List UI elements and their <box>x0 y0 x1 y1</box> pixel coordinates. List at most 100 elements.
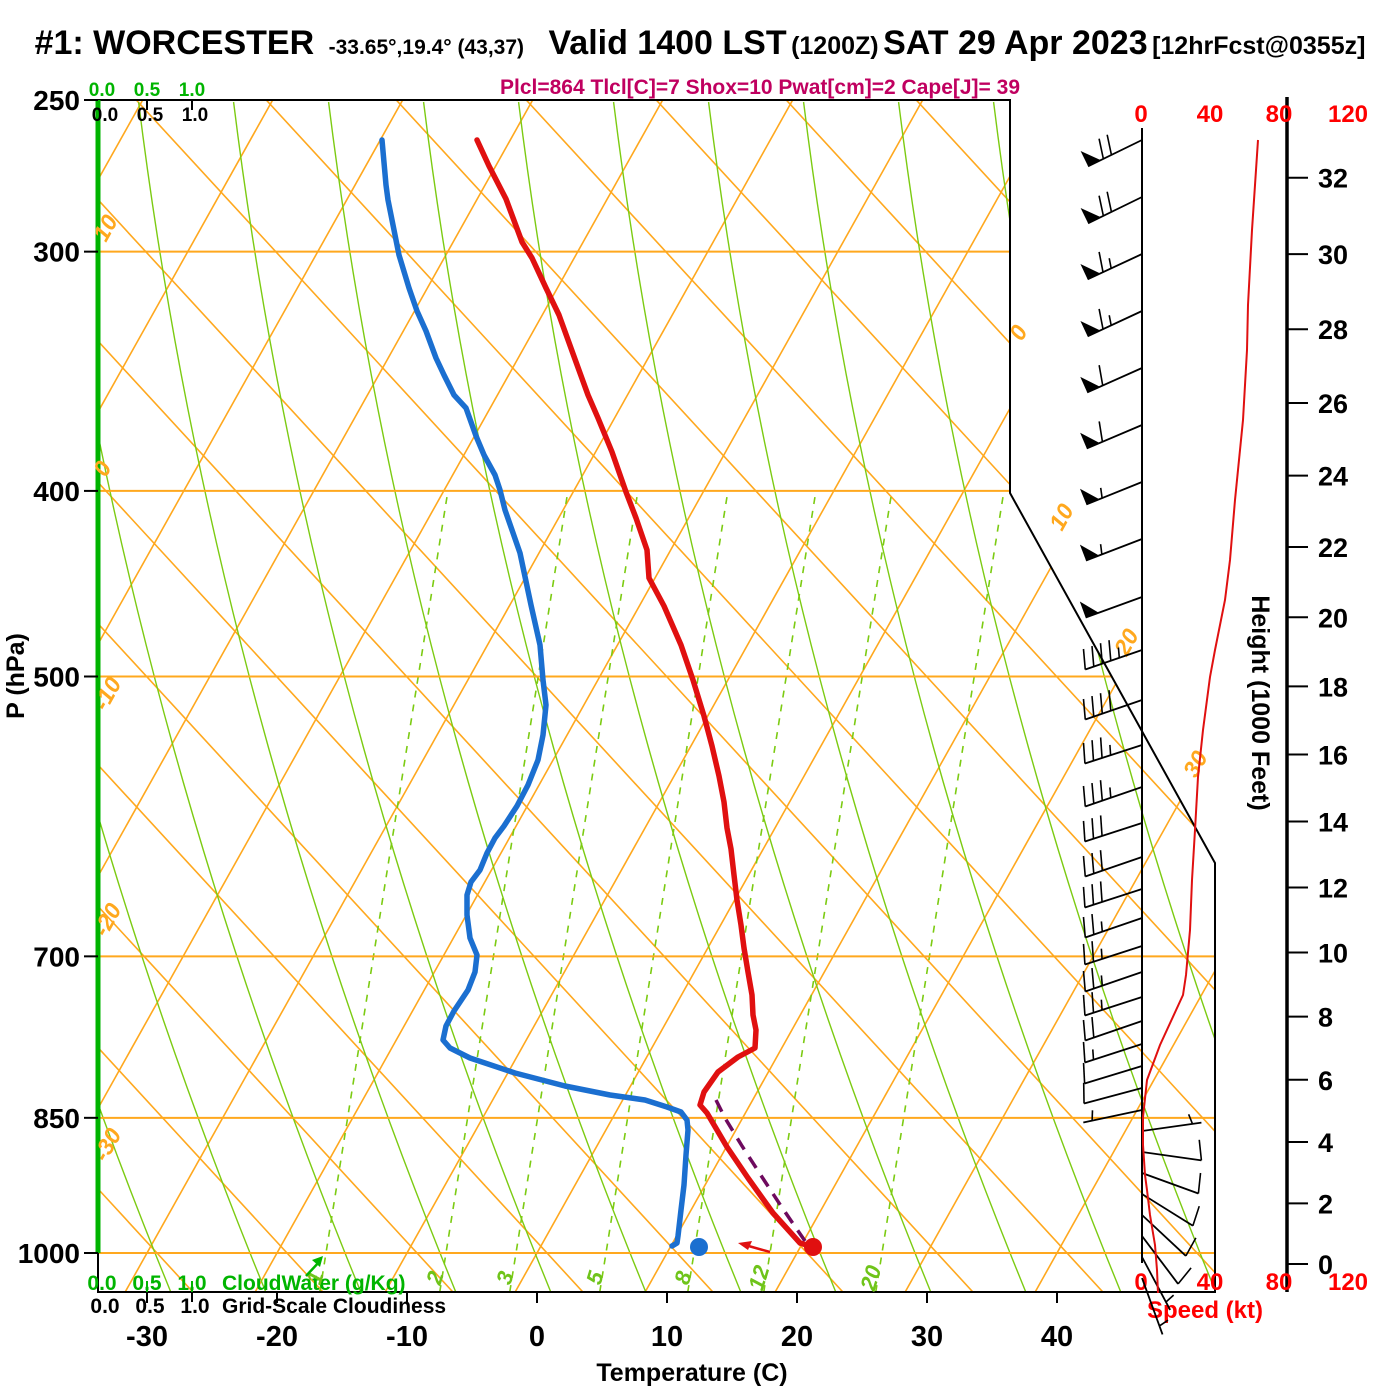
wind-barb <box>1141 1235 1192 1285</box>
svg-text:40: 40 <box>1197 101 1224 128</box>
svg-text:-10: -10 <box>88 673 127 715</box>
svg-text:20: 20 <box>1318 603 1348 633</box>
wind-barb <box>1141 1256 1175 1311</box>
wind-barb <box>1083 1109 1143 1124</box>
svg-text:Speed (kt): Speed (kt) <box>1147 1297 1263 1324</box>
svg-text:4: 4 <box>1318 1128 1333 1158</box>
svg-text:P (hPa): P (hPa) <box>2 633 30 719</box>
svg-text:80: 80 <box>1266 101 1293 128</box>
wind-barb <box>1080 308 1143 338</box>
svg-text:0.0: 0.0 <box>90 1295 119 1318</box>
svg-text:32: 32 <box>1318 164 1348 194</box>
dewpoint-curve <box>379 137 691 1249</box>
surface-temperature-dot <box>804 1238 822 1256</box>
svg-text:5: 5 <box>581 1268 609 1288</box>
svg-text:0.0: 0.0 <box>89 80 115 101</box>
svg-text:0.5: 0.5 <box>137 105 164 126</box>
wind-barb <box>1141 1139 1203 1162</box>
wind-barb <box>1082 941 1143 966</box>
svg-text:30: 30 <box>1318 240 1348 270</box>
svg-text:18: 18 <box>1318 672 1348 702</box>
surface-green-arrow <box>312 1256 323 1267</box>
svg-text:120: 120 <box>1328 101 1368 128</box>
svg-text:3: 3 <box>491 1268 518 1287</box>
parcel-path <box>714 1099 807 1242</box>
wind-barb <box>1141 1193 1201 1227</box>
sounding-curves <box>305 137 822 1277</box>
svg-text:8: 8 <box>1318 1003 1333 1033</box>
page-title: #1: WORCESTER -33.65°,19.4° (43,37) Vali… <box>0 24 1400 63</box>
svg-text:-10: -10 <box>386 1321 428 1353</box>
svg-text:20: 20 <box>855 1262 887 1294</box>
valid-zulu: (1200Z) <box>791 32 879 60</box>
wind-barb <box>1082 881 1143 909</box>
svg-text:40: 40 <box>1041 1321 1073 1353</box>
svg-text:2: 2 <box>421 1268 449 1289</box>
forecast-tag: [12hrFcst@0355z] <box>1152 32 1366 60</box>
svg-text:10: 10 <box>88 210 123 245</box>
stability-indices: Plcl=864 Tlcl[C]=7 Shox=10 Pwat[cm]=2 Ca… <box>500 76 1020 99</box>
wind-barb <box>1082 640 1143 671</box>
wind-barb-column <box>1079 128 1203 1335</box>
svg-text:0: 0 <box>88 456 117 480</box>
wind-barb <box>1080 134 1143 168</box>
svg-text:0: 0 <box>529 1321 545 1353</box>
station-coords: -33.65°,19.4° (43,37) <box>328 36 525 59</box>
svg-text:250: 250 <box>33 85 80 116</box>
temperature-curve <box>474 137 816 1250</box>
svg-text:-30: -30 <box>88 1124 127 1166</box>
svg-text:12: 12 <box>1318 874 1348 904</box>
svg-text:-30: -30 <box>126 1321 168 1353</box>
svg-text:0: 0 <box>1318 1250 1333 1280</box>
wind-barb <box>1141 1277 1169 1335</box>
wind-barb <box>1082 780 1143 808</box>
svg-text:0: 0 <box>1134 101 1147 128</box>
svg-text:30: 30 <box>911 1321 943 1353</box>
wind-barb <box>1082 1082 1143 1105</box>
svg-text:700: 700 <box>33 941 80 972</box>
svg-text:6: 6 <box>1318 1066 1333 1096</box>
svg-text:12: 12 <box>743 1262 774 1293</box>
wind-barb <box>1082 690 1143 721</box>
speed-panel <box>1142 139 1259 1294</box>
wind-barb <box>1080 421 1143 450</box>
svg-text:1000: 1000 <box>18 1238 80 1269</box>
wind-barb <box>1080 481 1143 506</box>
svg-text:2: 2 <box>1318 1189 1333 1219</box>
wind-barb <box>1082 737 1143 765</box>
svg-text:1.0: 1.0 <box>182 105 208 126</box>
svg-text:0: 0 <box>1134 1269 1147 1296</box>
wind-barb <box>1141 1114 1202 1132</box>
valid-date: SAT 29 Apr 2023 <box>883 24 1148 62</box>
svg-text:14: 14 <box>1318 808 1348 838</box>
svg-text:0.5: 0.5 <box>134 80 161 101</box>
svg-text:0.0: 0.0 <box>92 105 118 126</box>
svg-text:22: 22 <box>1318 533 1348 563</box>
svg-text:10: 10 <box>651 1321 683 1353</box>
station-name: #1: WORCESTER <box>34 24 315 62</box>
wind-barb <box>1082 992 1143 1017</box>
svg-text:500: 500 <box>33 662 80 693</box>
svg-text:26: 26 <box>1318 389 1348 419</box>
svg-text:0.0: 0.0 <box>87 1272 116 1295</box>
svg-text:20: 20 <box>781 1321 813 1353</box>
svg-text:400: 400 <box>33 476 80 507</box>
svg-text:28: 28 <box>1318 315 1348 345</box>
svg-text:40: 40 <box>1197 1269 1224 1296</box>
valid-time: Valid 1400 LST <box>548 24 787 62</box>
wind-barb <box>1141 1214 1197 1257</box>
svg-text:300: 300 <box>33 237 80 268</box>
wind-barb <box>1080 191 1143 225</box>
wind-barb <box>1082 1016 1143 1042</box>
wind-barb <box>1082 850 1143 878</box>
svg-text:850: 850 <box>33 1103 80 1134</box>
svg-text:-20: -20 <box>256 1321 298 1353</box>
wind-barb <box>1079 538 1143 562</box>
svg-text:Height (1000 Feet): Height (1000 Feet) <box>1246 595 1274 810</box>
plot-border <box>95 99 1216 1293</box>
svg-text:Grid-Scale Cloudiness: Grid-Scale Cloudiness <box>222 1295 446 1318</box>
svg-text:1.0: 1.0 <box>180 1295 209 1318</box>
svg-text:16: 16 <box>1318 740 1348 770</box>
